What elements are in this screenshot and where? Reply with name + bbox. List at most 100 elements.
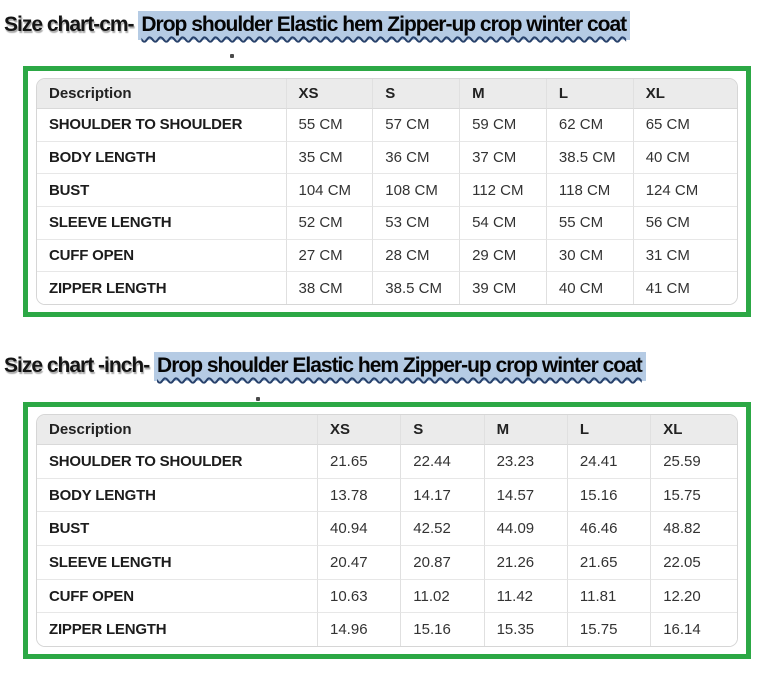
size-value-cell: 36 CM: [372, 141, 460, 175]
size-value-cell: 15.35: [483, 613, 567, 646]
size-value-cell: 22.44: [400, 445, 484, 479]
size-value-cell: 62 CM: [545, 109, 633, 142]
product-name-highlight: Drop shoulder Elastic hem Zipper-up crop…: [138, 11, 631, 40]
size-value-cell: 46.46: [566, 512, 651, 547]
size-value-cell: 11.81: [566, 579, 651, 614]
column-header-m: M: [459, 79, 546, 109]
table-row: CUFF OPEN 10.63 11.02 11.42 11.81 12.20: [37, 579, 737, 614]
size-value-cell: 65 CM: [632, 109, 737, 142]
size-value-cell: 35 CM: [285, 141, 373, 175]
size-value-cell: 40 CM: [632, 141, 737, 175]
size-value-cell: 38.5 CM: [372, 272, 460, 304]
size-value-cell: 27 CM: [285, 239, 373, 273]
row-label: BODY LENGTH: [37, 478, 317, 513]
row-label: BUST: [37, 512, 317, 547]
size-table-cm: Description XS S M L XL SHOULDER TO SHOU…: [37, 79, 737, 304]
size-value-cell: 10.63: [317, 579, 401, 614]
row-label: SLEEVE LENGTH: [37, 207, 286, 240]
column-header-description: Description: [37, 79, 286, 109]
size-value-cell: 20.87: [400, 546, 484, 580]
product-name-highlight: Drop shoulder Elastic hem Zipper-up crop…: [154, 352, 646, 381]
row-label: SHOULDER TO SHOULDER: [37, 445, 317, 479]
size-value-cell: 15.16: [566, 478, 651, 513]
size-value-cell: 40 CM: [545, 272, 633, 304]
table-row: ZIPPER LENGTH 38 CM 38.5 CM 39 CM 40 CM 41 CM: [37, 272, 737, 304]
column-header-l: L: [566, 415, 651, 445]
table-row: SLEEVE LENGTH 20.47 20.87 21.26 21.65 22.05: [37, 546, 737, 580]
row-label: SLEEVE LENGTH: [37, 546, 317, 580]
column-header-xl: XL: [632, 79, 737, 109]
size-value-cell: 39 CM: [459, 272, 546, 304]
row-label: BUST: [37, 174, 286, 208]
size-table-cm-wrapper: Description XS S M L XL SHOULDER TO SHOU…: [36, 78, 738, 305]
size-value-cell: 16.14: [650, 613, 737, 646]
size-value-cell: 38.5 CM: [545, 141, 633, 175]
size-value-cell: 37 CM: [459, 141, 546, 175]
size-value-cell: 55 CM: [285, 109, 373, 142]
size-value-cell: 30 CM: [545, 239, 633, 273]
row-label: BODY LENGTH: [37, 141, 286, 175]
size-value-cell: 55 CM: [545, 207, 633, 240]
size-value-cell: 42.52: [400, 512, 484, 547]
size-value-cell: 22.05: [650, 546, 737, 580]
table-row: BODY LENGTH 35 CM 36 CM 37 CM 38.5 CM 40 CM: [37, 141, 737, 175]
size-value-cell: 38 CM: [285, 272, 373, 304]
column-header-xl: XL: [650, 415, 737, 445]
column-header-s: S: [400, 415, 484, 445]
size-value-cell: 124 CM: [632, 174, 737, 208]
header-row: Description XS S M L XL: [37, 415, 737, 445]
table-row: CUFF OPEN 27 CM 28 CM 29 CM 30 CM 31 CM: [37, 239, 737, 273]
size-chart-inch-heading: Size chart -inch- Drop shoulder Elastic …: [4, 351, 646, 381]
size-value-cell: 12.20: [650, 579, 737, 614]
size-value-cell: 56 CM: [632, 207, 737, 240]
stray-period-mark: [230, 54, 234, 58]
size-value-cell: 48.82: [650, 512, 737, 547]
row-label: ZIPPER LENGTH: [37, 613, 317, 646]
size-value-cell: 14.96: [317, 613, 401, 646]
size-value-cell: 15.16: [400, 613, 484, 646]
size-value-cell: 21.26: [483, 546, 567, 580]
column-header-xs: XS: [317, 415, 401, 445]
row-label: CUFF OPEN: [37, 579, 317, 614]
size-value-cell: 112 CM: [459, 174, 546, 208]
size-value-cell: 11.02: [400, 579, 484, 614]
size-chart-cm-heading: Size chart-cm- Drop shoulder Elastic hem…: [4, 10, 631, 40]
green-frame-inch: Description XS S M L XL SHOULDER TO SHOU…: [23, 402, 751, 659]
size-value-cell: 104 CM: [285, 174, 373, 208]
size-value-cell: 54 CM: [459, 207, 546, 240]
column-header-description: Description: [37, 415, 317, 445]
size-value-cell: 21.65: [566, 546, 651, 580]
size-value-cell: 23.23: [483, 445, 567, 479]
table-row: SHOULDER TO SHOULDER 21.65 22.44 23.23 24.41…: [37, 445, 737, 479]
size-value-cell: 13.78: [317, 478, 401, 513]
size-value-cell: 21.65: [317, 445, 401, 479]
table-row: SHOULDER TO SHOULDER 55 CM 57 CM 59 CM 62 CM…: [37, 109, 737, 142]
size-value-cell: 28 CM: [372, 239, 460, 273]
column-header-l: L: [545, 79, 633, 109]
size-value-cell: 57 CM: [372, 109, 460, 142]
size-table-inch-wrapper: Description XS S M L XL SHOULDER TO SHOU…: [36, 414, 738, 647]
size-value-cell: 59 CM: [459, 109, 546, 142]
size-value-cell: 118 CM: [545, 174, 633, 208]
size-value-cell: 108 CM: [372, 174, 460, 208]
size-value-cell: 14.57: [483, 478, 567, 513]
green-frame-cm: Description XS S M L XL SHOULDER TO SHOU…: [23, 66, 751, 317]
stray-period-mark: [256, 397, 260, 401]
size-value-cell: 44.09: [483, 512, 567, 547]
column-header-m: M: [483, 415, 567, 445]
heading-prefix-inch: Size chart -inch-: [4, 354, 155, 377]
column-header-xs: XS: [285, 79, 373, 109]
table-row: BUST 104 CM 108 CM 112 CM 118 CM 124 CM: [37, 174, 737, 208]
size-value-cell: 24.41: [566, 445, 651, 479]
heading-prefix-cm: Size chart-cm-: [4, 13, 139, 36]
size-value-cell: 15.75: [566, 613, 651, 646]
row-label: CUFF OPEN: [37, 239, 286, 273]
table-row: ZIPPER LENGTH 14.96 15.16 15.35 15.75 16.14: [37, 613, 737, 646]
header-row: Description XS S M L XL: [37, 79, 737, 109]
row-label: SHOULDER TO SHOULDER: [37, 109, 286, 142]
size-value-cell: 25.59: [650, 445, 737, 479]
table-row: SLEEVE LENGTH 52 CM 53 CM 54 CM 55 CM 56 CM: [37, 207, 737, 240]
size-value-cell: 20.47: [317, 546, 401, 580]
table-row: BUST 40.94 42.52 44.09 46.46 48.82: [37, 512, 737, 547]
